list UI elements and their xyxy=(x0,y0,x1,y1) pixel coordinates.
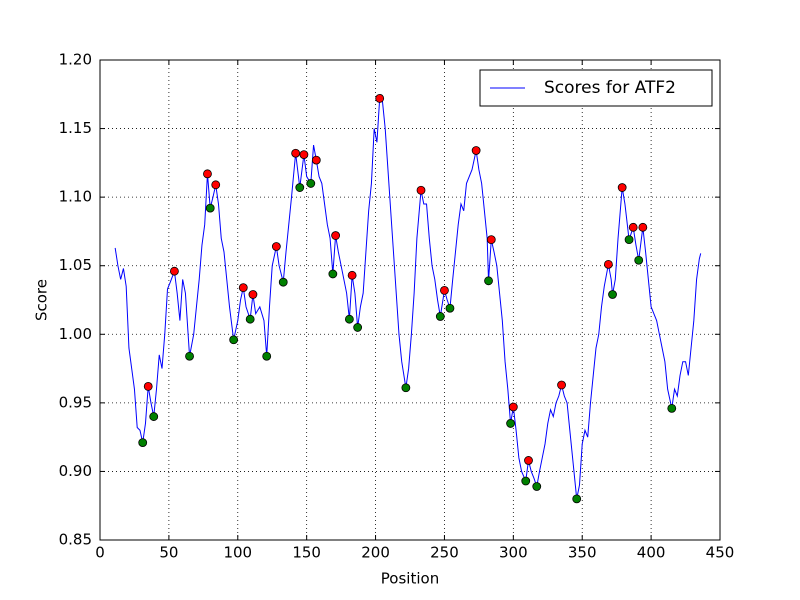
marker xyxy=(628,222,638,232)
marker xyxy=(506,419,515,428)
x-tick-label: 200 xyxy=(361,544,390,562)
x-tick-label: 100 xyxy=(223,544,252,562)
x-tick-label: 250 xyxy=(430,544,459,562)
marker xyxy=(291,148,301,158)
marker xyxy=(608,290,617,299)
y-tick-label: 1.15 xyxy=(59,119,92,137)
marker xyxy=(328,269,338,279)
marker xyxy=(143,381,153,391)
marker xyxy=(306,179,316,188)
x-tick-label: 150 xyxy=(292,544,321,562)
marker xyxy=(484,276,493,286)
marker xyxy=(416,185,426,195)
plot-frame xyxy=(99,59,721,541)
marker xyxy=(344,314,354,324)
y-tick-label: 0.85 xyxy=(59,531,92,549)
marker xyxy=(532,482,542,491)
marker xyxy=(245,314,255,324)
marker xyxy=(169,266,179,276)
marker xyxy=(524,456,533,465)
marker xyxy=(248,290,258,299)
marker xyxy=(617,183,627,192)
marker xyxy=(203,169,212,179)
marker xyxy=(401,383,411,393)
x-tick-label: 450 xyxy=(706,544,735,562)
marker xyxy=(572,494,582,504)
marker xyxy=(353,323,363,332)
y-tick-label: 1.05 xyxy=(59,256,92,274)
legend-label: Scores for ATF2 xyxy=(544,78,676,98)
marker xyxy=(185,351,194,361)
marker xyxy=(331,231,341,240)
marker xyxy=(638,222,648,232)
marker xyxy=(149,412,159,421)
y-tick-label: 0.95 xyxy=(59,393,92,411)
line xyxy=(114,97,702,499)
y-axis-label: Score xyxy=(33,279,51,321)
marker xyxy=(295,183,305,192)
y-tick-label: 0.90 xyxy=(59,462,92,480)
marker xyxy=(278,277,288,287)
marker xyxy=(311,155,321,165)
marker xyxy=(211,180,221,190)
marker xyxy=(262,351,272,361)
y-tick-label: 1.20 xyxy=(59,51,92,69)
y-tick-label: 1.00 xyxy=(59,325,92,343)
x-axis-label: Position xyxy=(381,570,439,588)
x-tick-label: 400 xyxy=(637,544,666,562)
marker xyxy=(624,235,634,245)
marker xyxy=(634,255,644,265)
marker xyxy=(271,242,281,251)
marker xyxy=(238,283,248,293)
marker xyxy=(604,259,613,269)
marker xyxy=(440,285,449,295)
marker xyxy=(229,335,239,345)
marker xyxy=(667,403,677,413)
marker xyxy=(471,146,481,155)
marker xyxy=(375,94,385,103)
marker xyxy=(521,476,531,486)
marker xyxy=(557,380,566,390)
marker xyxy=(138,438,148,448)
marker xyxy=(435,312,445,321)
marker xyxy=(486,235,496,245)
x-tick-label: 350 xyxy=(568,544,597,562)
x-tick-label: 0 xyxy=(95,544,105,562)
marker xyxy=(299,150,309,160)
x-tick-label: 50 xyxy=(159,544,178,562)
marker xyxy=(508,402,518,412)
x-tick-label: 300 xyxy=(499,544,528,562)
marker xyxy=(347,270,357,280)
y-tick-label: 1.10 xyxy=(59,188,92,206)
marker xyxy=(445,303,455,313)
marker xyxy=(205,203,215,213)
